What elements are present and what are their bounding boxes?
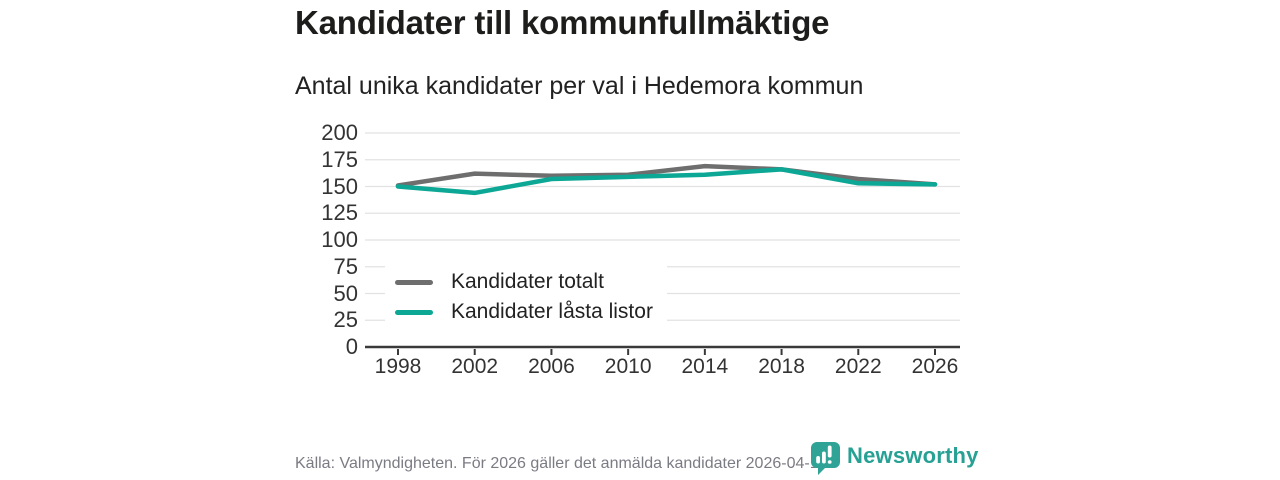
x-tick-label-1998: 1998 xyxy=(374,355,422,378)
y-tick-label-75: 75 xyxy=(333,253,358,279)
x-tick-label-2006: 2006 xyxy=(528,355,575,378)
legend-item-kandidater-lasta-listor: Kandidater låsta listor xyxy=(395,297,653,327)
y-tick-label-200: 200 xyxy=(321,120,358,145)
y-tick-label-100: 100 xyxy=(321,227,358,252)
y-tick-label-50: 50 xyxy=(333,280,358,306)
y-tick-label-125: 125 xyxy=(321,200,358,226)
newsworthy-logo: Newsworthy xyxy=(810,441,979,476)
x-tick-label-2026: 2026 xyxy=(911,355,959,378)
page-title: Kandidater till kommunfullmäktige xyxy=(295,4,830,41)
y-tick-label-0: 0 xyxy=(345,334,358,359)
x-tick-label-2022: 2022 xyxy=(834,355,882,378)
legend-label-kandidater-lasta-listor: Kandidater låsta listor xyxy=(451,300,653,323)
page-subtitle: Antal unika kandidater per val i Hedemor… xyxy=(295,72,864,100)
series-line-0 xyxy=(395,163,938,188)
y-tick-label-150: 150 xyxy=(321,173,358,199)
series-line-1 xyxy=(395,167,938,196)
y-tick-label-25: 25 xyxy=(333,307,358,333)
legend-item-kandidater-totalt: Kandidater totalt xyxy=(395,267,653,297)
legend-label-kandidater-totalt: Kandidater totalt xyxy=(451,270,604,293)
y-tick-label-175: 175 xyxy=(321,146,358,172)
source-note: Källa: Valmyndigheten. För 2026 gäller d… xyxy=(295,455,832,472)
legend-swatch-teal-line xyxy=(395,309,433,315)
x-tick-label-2010: 2010 xyxy=(604,355,652,378)
x-tick-label-2018: 2018 xyxy=(758,355,805,378)
brand-name: Newsworthy xyxy=(847,443,979,468)
x-tick-label-2014: 2014 xyxy=(681,355,729,378)
chart-legend: Kandidater totalt Kandidater låsta listo… xyxy=(385,263,667,333)
x-tick-label-2002: 2002 xyxy=(451,355,499,378)
legend-swatch-gray-line xyxy=(395,279,433,285)
speech-bubble-bar-chart-icon xyxy=(811,442,840,475)
